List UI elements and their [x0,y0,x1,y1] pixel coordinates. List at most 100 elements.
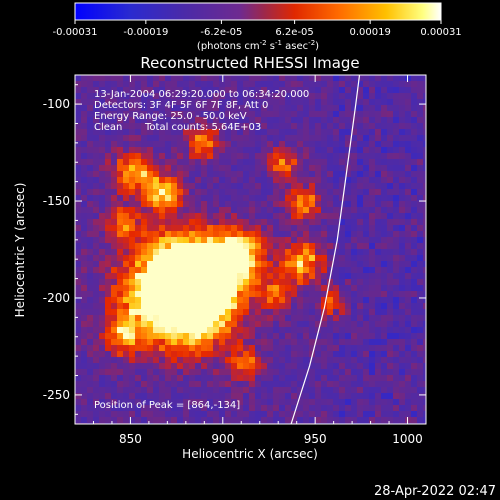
heatmap-cell [417,189,423,195]
heatmap-cell [195,417,201,423]
heatmap-cell [411,105,417,111]
heatmap-cell [387,291,393,297]
heatmap-cell [393,309,399,315]
heatmap-cell [81,303,87,309]
heatmap-cell [231,375,237,381]
heatmap-cell [255,315,261,321]
heatmap-cell [147,405,153,411]
heatmap-cell [135,207,141,213]
heatmap-cell [93,291,99,297]
heatmap-cell [321,255,327,261]
heatmap-cell [165,105,171,111]
heatmap-cell [405,207,411,213]
heatmap-cell [279,99,285,105]
heatmap-cell [411,291,417,297]
heatmap-cell [249,309,255,315]
heatmap-cell [243,147,249,153]
heatmap-cell [333,351,339,357]
heatmap-cell [213,327,219,333]
heatmap-cell [237,387,243,393]
heatmap-cell [123,327,129,333]
heatmap-cell [201,315,207,321]
heatmap-cell [381,177,387,183]
heatmap-cell [111,135,117,141]
heatmap-cell [105,351,111,357]
heatmap-cell [399,351,405,357]
heatmap-cell [123,261,129,267]
heatmap-cell [393,303,399,309]
heatmap-cell [207,303,213,309]
heatmap-cell [309,141,315,147]
heatmap-cell [123,315,129,321]
heatmap-cell [297,417,303,423]
heatmap-cell [351,129,357,135]
heatmap-cell [423,375,426,381]
heatmap-cell [321,381,327,387]
heatmap-cell [129,81,135,87]
heatmap-cell [219,231,225,237]
heatmap-cell [87,285,93,291]
heatmap-cell [363,165,369,171]
heatmap-cell [399,177,405,183]
heatmap-cell [369,357,375,363]
heatmap-cell [333,129,339,135]
heatmap-cell [285,177,291,183]
heatmap-cell [255,111,261,117]
heatmap-cell [267,225,273,231]
heatmap-cell [273,411,279,417]
heatmap-cell [141,183,147,189]
heatmap-cell [75,153,81,159]
heatmap-cell [393,405,399,411]
heatmap-cell [303,309,309,315]
heatmap-cell [375,231,381,237]
heatmap-cell [405,111,411,117]
heatmap-cell [123,225,129,231]
heatmap-cell [333,177,339,183]
heatmap-cell [285,237,291,243]
heatmap-cell [255,273,261,279]
heatmap-cell [273,339,279,345]
heatmap-cell [159,249,165,255]
heatmap-cell [279,417,285,423]
heatmap-cell [291,417,297,423]
heatmap-cell [417,393,423,399]
heatmap-cell [75,183,81,189]
heatmap-cell [423,249,426,255]
heatmap-cell [363,255,369,261]
heatmap-cell [381,225,387,231]
heatmap-cell [363,405,369,411]
heatmap-cell [165,93,171,99]
heatmap-cell [213,291,219,297]
heatmap-cell [351,159,357,165]
heatmap-cell [159,117,165,123]
heatmap-cell [411,249,417,255]
heatmap-cell [327,387,333,393]
heatmap-cell [369,261,375,267]
heatmap-cell [213,93,219,99]
heatmap-cell [213,279,219,285]
heatmap-cell [315,237,321,243]
heatmap-cell [297,135,303,141]
heatmap-cell [147,201,153,207]
heatmap-cell [111,195,117,201]
heatmap-cell [243,141,249,147]
heatmap-cell [297,129,303,135]
heatmap-cell [81,123,87,129]
heatmap-cell [369,219,375,225]
heatmap-cell [231,135,237,141]
heatmap-cell [225,243,231,249]
heatmap-cell [249,165,255,171]
heatmap-cell [249,399,255,405]
heatmap-cell [201,345,207,351]
heatmap-cell [423,105,426,111]
heatmap-cell [327,321,333,327]
heatmap-cell [129,393,135,399]
heatmap-cell [87,249,93,255]
heatmap-cell [147,285,153,291]
heatmap-cell [285,189,291,195]
heatmap-cell [117,279,123,285]
heatmap-cell [393,333,399,339]
heatmap-cell [201,219,207,225]
heatmap-cell [267,177,273,183]
heatmap-cell [321,351,327,357]
